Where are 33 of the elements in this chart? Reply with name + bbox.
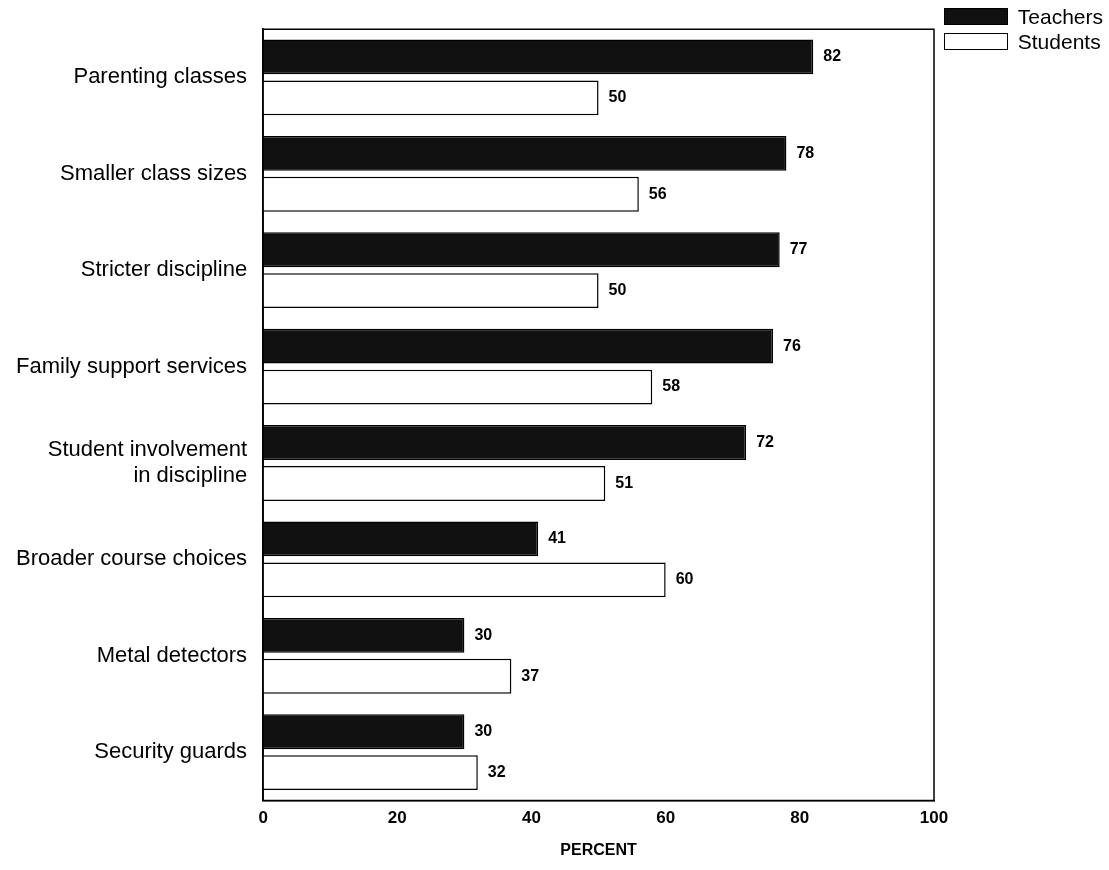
x-tick-label: 80 — [790, 808, 810, 828]
y-tick-label: Student involvement in discipline — [47, 435, 248, 488]
data-label: 50 — [608, 88, 627, 106]
data-label: 30 — [474, 722, 493, 740]
y-tick-label: Smaller class sizes — [60, 159, 248, 185]
y-tick-label: Broader course choices — [15, 545, 248, 571]
data-label: 51 — [615, 473, 634, 491]
data-label: 50 — [608, 281, 627, 299]
x-tick-label: 20 — [387, 808, 407, 828]
data-label: 82 — [823, 47, 842, 65]
data-label: 32 — [487, 763, 506, 781]
x-axis-title: PERCENT — [560, 840, 638, 858]
y-tick-label: Metal detectors — [96, 641, 248, 667]
x-tick-label: 40 — [522, 808, 541, 828]
x-tick-label: 0 — [258, 808, 268, 828]
y-tick-label: Security guards — [94, 738, 248, 764]
data-label: 78 — [796, 143, 815, 161]
data-label: 58 — [662, 377, 681, 395]
data-label: 72 — [756, 432, 775, 450]
text: Students — [1017, 29, 1101, 54]
data-label: 76 — [782, 336, 801, 354]
y-tick-label: Stricter discipline — [80, 256, 248, 282]
data-label: 56 — [648, 184, 667, 202]
y-tick-label: Parenting classes — [73, 63, 248, 89]
data-label: 30 — [474, 625, 493, 643]
legend-label: Teachers — [1017, 4, 1103, 29]
y-tick-label: Family support services — [16, 352, 248, 378]
data-label: 37 — [521, 666, 540, 684]
data-label: 77 — [789, 240, 808, 258]
x-tick-label: 100 — [919, 808, 949, 828]
data-label: 41 — [548, 529, 567, 547]
data-label: 60 — [675, 570, 694, 588]
x-tick-label: 60 — [656, 808, 676, 828]
